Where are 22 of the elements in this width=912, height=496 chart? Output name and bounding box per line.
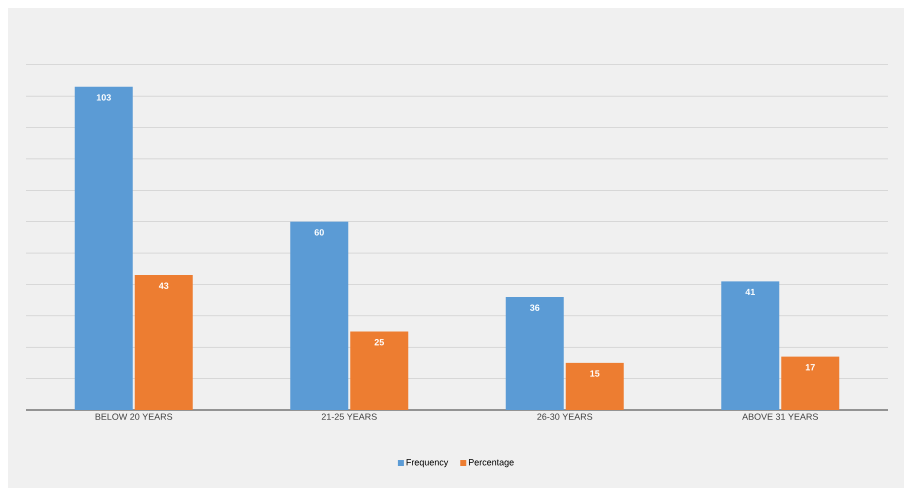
bar	[781, 356, 840, 410]
data-label: 60	[314, 229, 324, 236]
x-tick-label: 21-25 YEARS	[322, 414, 377, 420]
x-tick-label: ABOVE 31 YEARS	[742, 414, 818, 420]
bar	[74, 86, 133, 410]
bar	[350, 332, 408, 410]
legend-label: Percentage	[468, 459, 514, 468]
data-label: 25	[374, 339, 384, 346]
x-tick-label: 26-30 YEARS	[537, 414, 592, 420]
data-label: 15	[590, 370, 600, 377]
data-label: 41	[745, 288, 755, 296]
bar	[134, 275, 193, 410]
data-label: 103	[96, 94, 111, 101]
bar	[721, 281, 780, 410]
bar	[506, 297, 564, 410]
data-label: 36	[530, 304, 540, 311]
legend-label: Frequency	[406, 459, 448, 468]
bar	[290, 222, 348, 410]
x-tick-label: BELOW 20 YEARS	[96, 414, 172, 420]
data-label: 43	[158, 282, 168, 289]
data-label: 17	[806, 364, 815, 370]
bar	[566, 362, 624, 410]
